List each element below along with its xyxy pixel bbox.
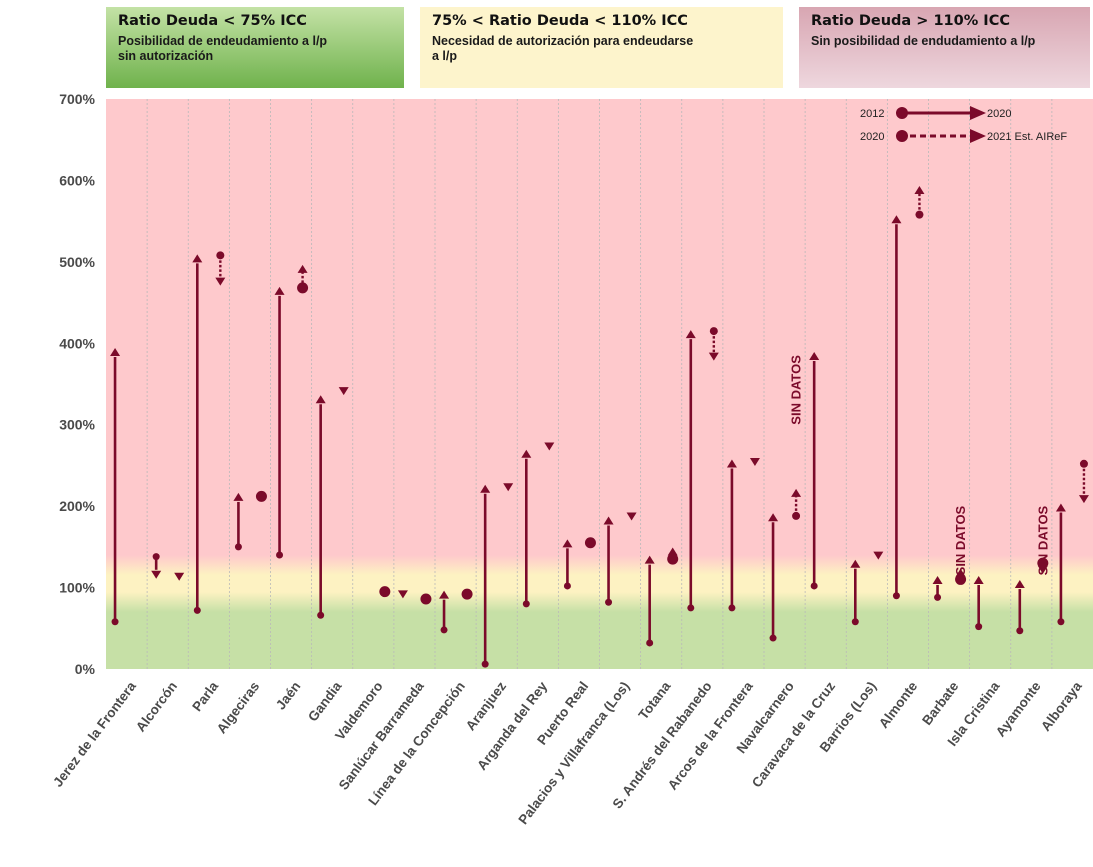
legend-mid-desc-line2: a l/p (432, 49, 458, 63)
key-solid-from-label: 2012 (860, 108, 884, 120)
series-2021-arrowhead (1037, 565, 1048, 574)
series-2020-arrowhead (644, 555, 655, 564)
series-2020-arrowhead (1014, 580, 1025, 589)
series-2021-point (873, 551, 884, 560)
series-2020-arrowhead (932, 575, 943, 584)
series-2021-arrowhead (667, 547, 678, 556)
y-tick-label: 0% (75, 661, 96, 677)
series-2021-point (544, 442, 555, 451)
series-2020-arrowhead (562, 539, 573, 548)
key-dotted-from-label: 2020 (860, 131, 884, 143)
x-category-label: Jaén (273, 679, 304, 713)
y-tick-label: 500% (59, 254, 95, 270)
series-2020-point (397, 590, 408, 599)
key-solid-arrowhead (970, 106, 986, 120)
x-category-label: Totana (636, 678, 674, 722)
legend-high-desc-line1: Sin posibilidad de endudamiento a l/p (811, 34, 1036, 48)
x-category-label: Jerez de la Frontera (50, 678, 139, 789)
no-data-label: SIN DATOS (789, 355, 804, 425)
series-2020-arrowhead (192, 254, 203, 263)
series-2020-arrowhead (850, 559, 861, 568)
series-2020-arrowhead (603, 516, 614, 525)
series-2020-dot (216, 251, 225, 260)
series-2020-dot (1037, 557, 1049, 569)
series-2020-dot (667, 553, 679, 565)
no-data-label: SIN DATOS (953, 505, 968, 575)
series-2021-arrowhead (1078, 495, 1089, 504)
legend-low-title: Ratio Deuda < 75% ICC (118, 13, 307, 29)
series-2021-point (379, 586, 391, 598)
x-category-label: Alcorcón (133, 679, 180, 735)
series-2021-arrowhead (708, 352, 719, 361)
series-2021-point (338, 387, 349, 396)
y-tick-label: 600% (59, 172, 95, 188)
series-2020-dot (297, 282, 309, 294)
series-2021-arrowhead (215, 277, 226, 286)
series-2020-arrowhead (233, 492, 244, 501)
x-category-label: Parla (189, 678, 221, 714)
series-2021-point (420, 593, 432, 605)
series-2020-arrowhead (1055, 503, 1066, 512)
series-2020-arrowhead (315, 395, 326, 404)
series-2020-dot (1079, 459, 1088, 468)
legend-low-desc-line2: sin autorización (118, 49, 214, 63)
series-2020-arrowhead (151, 570, 162, 579)
key-solid-to-label: 2020 (987, 108, 1011, 120)
x-category-label: Algeciras (214, 679, 263, 737)
series-2020-dot (792, 511, 801, 520)
series-2021-arrowhead (914, 185, 925, 194)
series-2021-point (584, 537, 596, 549)
series-2020-arrowhead (685, 330, 696, 339)
series-2021-arrowhead (791, 488, 802, 497)
series-2020-dot (915, 210, 924, 219)
legend-box-mid-ratio: 75% < Ratio Deuda < 110% ICC Necesidad d… (420, 7, 783, 88)
legend-low-desc-line1: Posibilidad de endeudamiento a l/p (118, 34, 328, 48)
legend-box-high-ratio: Ratio Deuda > 110% ICC Sin posibilidad d… (799, 7, 1090, 88)
series-2020-dot (709, 327, 718, 336)
y-tick-label: 100% (59, 580, 95, 596)
series-2021-point (626, 512, 637, 521)
series-2020-arrowhead (110, 347, 121, 356)
series-2020-arrowhead (439, 590, 450, 599)
no-data-label: SIN DATOS (1035, 505, 1050, 575)
series-2020-arrowhead (768, 513, 779, 522)
series-2021-point (255, 490, 267, 502)
series-2021-point (503, 483, 514, 492)
y-tick-label: 200% (59, 498, 95, 514)
series-2021-arrowhead (297, 264, 308, 273)
key-dotted-start-dot (896, 130, 908, 142)
series-2021-arrowhead (955, 568, 966, 577)
y-tick-label: 400% (59, 335, 95, 351)
legend-mid-desc-line1: Necesidad de autorización para endeudars… (432, 34, 694, 48)
series-2020-arrowhead (809, 352, 820, 361)
series-2021-point (461, 588, 473, 600)
series-2020-arrowhead (480, 484, 491, 493)
legend-high-title: Ratio Deuda > 110% ICC (811, 13, 1010, 29)
series-2020-arrowhead (726, 459, 737, 468)
series-2021-point (174, 572, 185, 581)
x-category-label: Barbate (919, 678, 962, 728)
series-2020-arrowhead (973, 575, 984, 584)
x-category-label: Almonte (876, 678, 921, 731)
series-2020-arrowhead (521, 449, 532, 458)
legend-box-low-ratio: Ratio Deuda < 75% ICC Posibilidad de end… (106, 7, 404, 88)
series-2020-arrowhead (891, 215, 902, 224)
y-tick-label: 700% (59, 91, 95, 107)
key-dotted-to-label: 2021 Est. AIReF (987, 131, 1067, 143)
x-category-label: Gandia (305, 678, 345, 724)
y-tick-label: 300% (59, 417, 95, 433)
series-2020-dot (955, 573, 967, 585)
series-2020-arrowhead (274, 286, 285, 295)
x-category-label: Alboraya (1038, 678, 1085, 734)
series-2021-point (749, 457, 760, 466)
legend-mid-title: 75% < Ratio Deuda < 110% ICC (432, 13, 688, 29)
key-dotted-arrowhead (970, 129, 986, 143)
